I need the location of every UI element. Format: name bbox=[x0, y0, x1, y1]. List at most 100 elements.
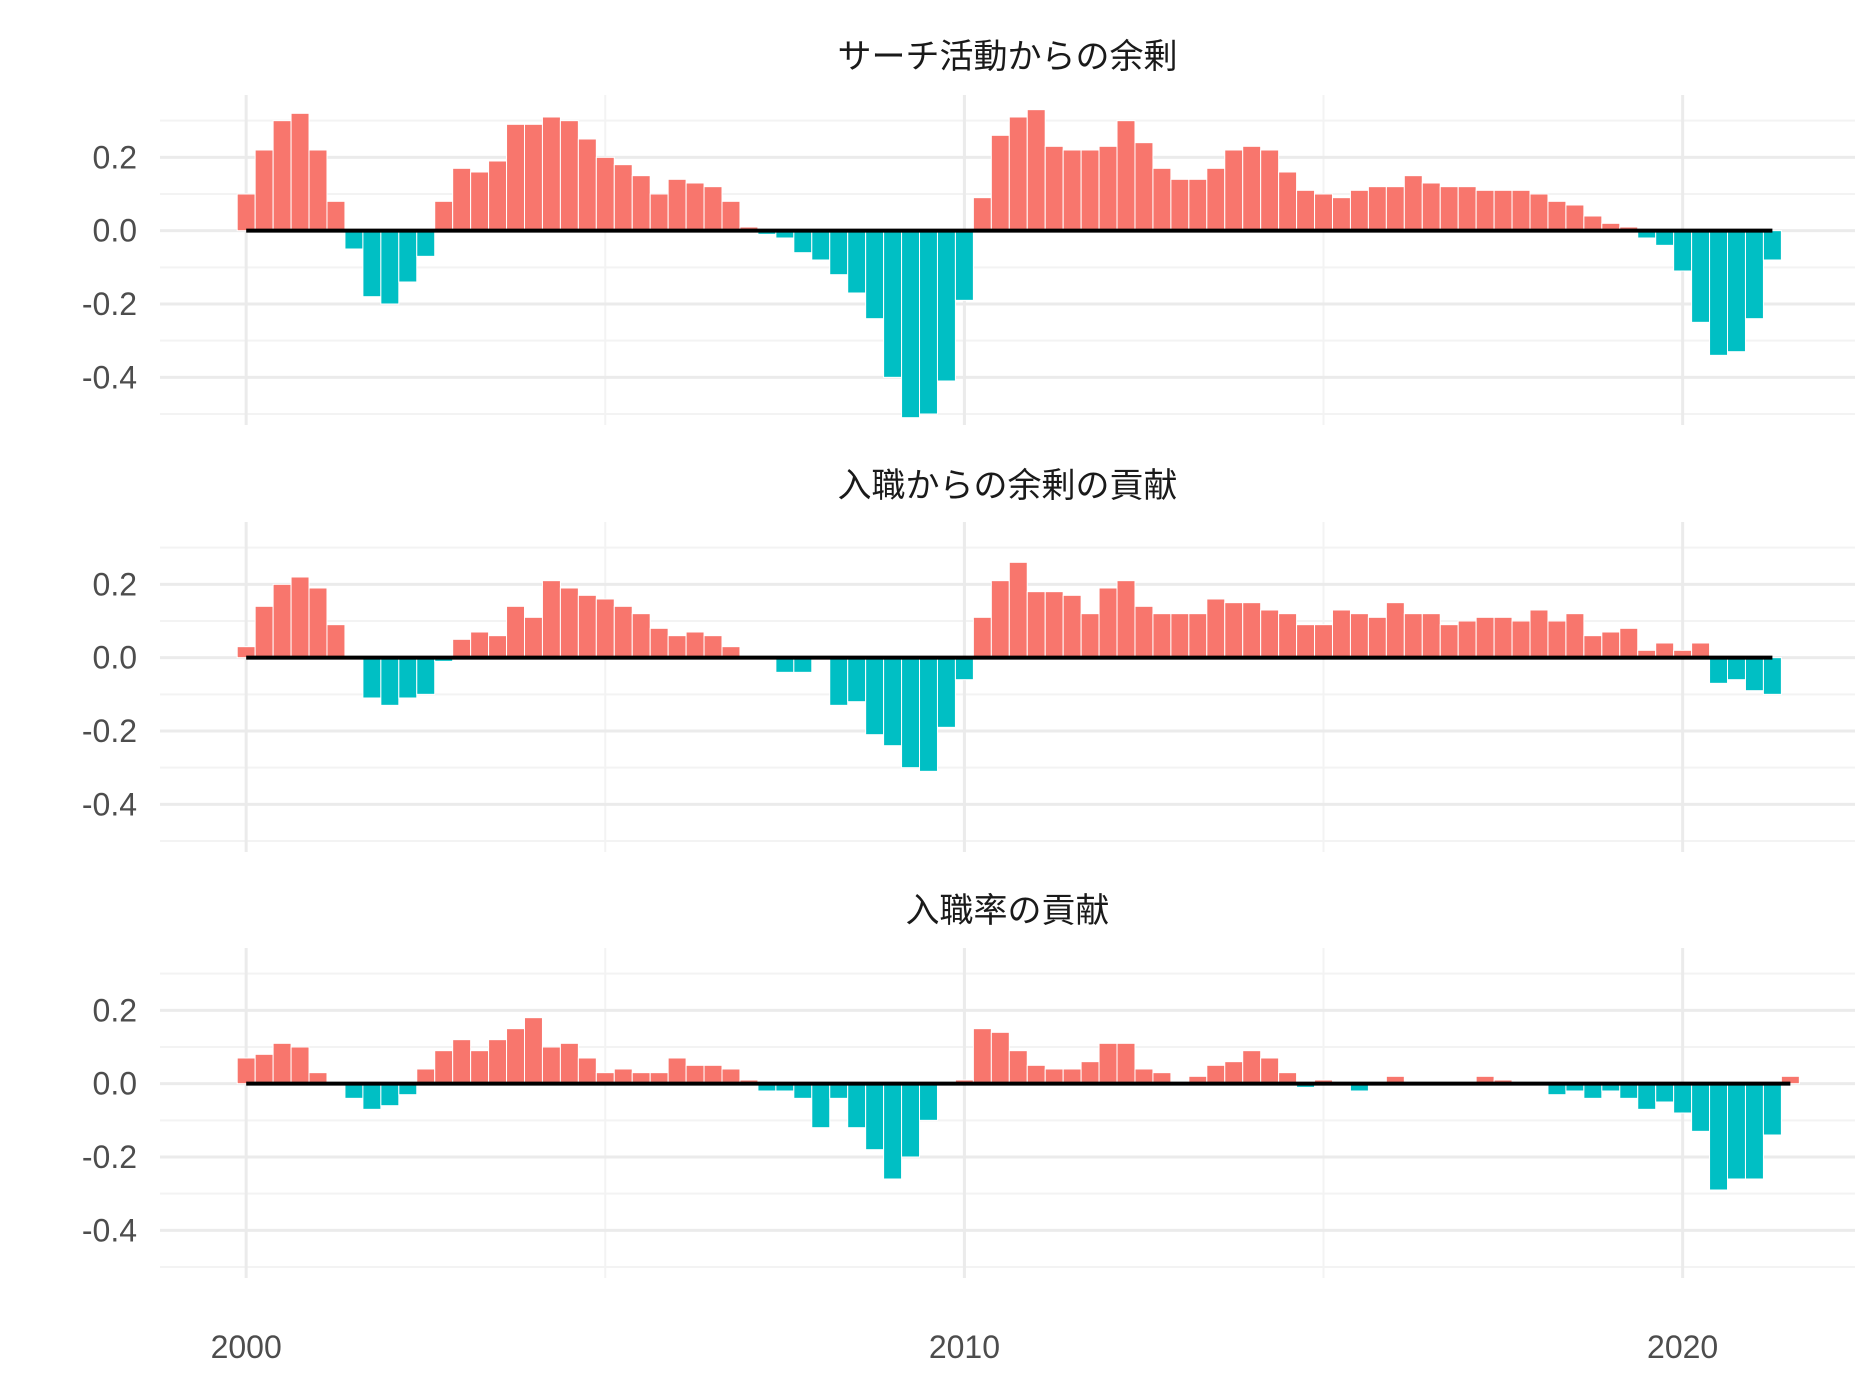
bar bbox=[1044, 145, 1064, 232]
bar bbox=[1080, 149, 1100, 232]
bar bbox=[1727, 1083, 1746, 1180]
bar bbox=[1475, 189, 1495, 232]
bar bbox=[1619, 1083, 1639, 1099]
bar bbox=[1762, 1083, 1782, 1136]
bar bbox=[990, 1031, 1010, 1085]
bar bbox=[1188, 178, 1208, 232]
bar bbox=[1044, 591, 1064, 659]
bar bbox=[1080, 613, 1100, 659]
bar bbox=[649, 627, 669, 659]
bar bbox=[1170, 178, 1190, 232]
bar bbox=[1547, 200, 1567, 232]
y-tick-label: -0.2 bbox=[82, 713, 137, 749]
bar bbox=[308, 587, 328, 659]
bar bbox=[595, 156, 615, 232]
bar bbox=[811, 230, 831, 261]
bar bbox=[1242, 145, 1262, 232]
bar bbox=[1565, 613, 1585, 659]
bar bbox=[1349, 613, 1369, 659]
bar bbox=[1511, 620, 1531, 659]
bar bbox=[990, 580, 1010, 659]
bar bbox=[990, 134, 1010, 232]
bar bbox=[1403, 613, 1423, 659]
bar bbox=[1385, 602, 1405, 659]
bar bbox=[829, 1083, 849, 1099]
bar bbox=[631, 613, 651, 659]
bar bbox=[434, 200, 454, 232]
bar bbox=[380, 657, 400, 706]
bar bbox=[847, 1083, 867, 1129]
bar bbox=[613, 164, 633, 232]
bar bbox=[523, 616, 543, 659]
bar bbox=[847, 657, 867, 703]
bar bbox=[1349, 189, 1369, 232]
bar bbox=[326, 200, 346, 232]
bar bbox=[1762, 230, 1782, 261]
bar bbox=[416, 1068, 436, 1085]
bar bbox=[1421, 613, 1441, 659]
bar bbox=[883, 230, 903, 378]
bar bbox=[1673, 230, 1693, 272]
bar bbox=[452, 1039, 472, 1085]
bar bbox=[1583, 215, 1603, 232]
bar bbox=[1044, 1068, 1064, 1085]
bar bbox=[254, 1053, 274, 1085]
bar bbox=[919, 1083, 938, 1121]
bar bbox=[1673, 1083, 1693, 1114]
bar bbox=[362, 230, 382, 298]
bar bbox=[883, 657, 903, 747]
bar bbox=[236, 193, 256, 232]
bar bbox=[972, 1028, 992, 1085]
bar bbox=[1224, 602, 1244, 659]
bar bbox=[1026, 109, 1046, 232]
panel-title: 入職からの余剰の貢献 bbox=[838, 466, 1178, 506]
bar bbox=[703, 635, 723, 659]
bar bbox=[793, 657, 813, 673]
bar bbox=[1457, 620, 1477, 659]
bar bbox=[595, 598, 615, 659]
bar bbox=[936, 657, 956, 728]
bar bbox=[1637, 1083, 1657, 1110]
bar bbox=[523, 1017, 543, 1085]
bar bbox=[380, 1083, 400, 1107]
bar bbox=[523, 123, 543, 232]
bar bbox=[1314, 624, 1333, 659]
bar bbox=[1529, 609, 1549, 659]
bar bbox=[883, 1083, 903, 1180]
bar bbox=[954, 657, 974, 681]
bar bbox=[434, 1050, 454, 1085]
y-tick-label: -0.4 bbox=[82, 359, 137, 395]
bar bbox=[380, 230, 400, 305]
bar bbox=[1206, 167, 1226, 232]
bar bbox=[1619, 627, 1639, 659]
bar bbox=[272, 120, 292, 232]
bars bbox=[236, 1017, 1800, 1191]
bar bbox=[829, 230, 849, 276]
bar bbox=[541, 580, 561, 659]
bar bbox=[972, 197, 992, 232]
bar bbox=[1242, 602, 1262, 659]
bar bbox=[488, 1039, 508, 1085]
panel-3: 0.2 0.0 -0.2 -0.4 入職率の貢献 2000 2010 2020 bbox=[82, 891, 1855, 1365]
bar bbox=[721, 1068, 741, 1085]
bar bbox=[685, 631, 705, 659]
bar bbox=[1493, 189, 1513, 232]
y-tick-label: 0.2 bbox=[93, 139, 137, 175]
bar bbox=[829, 657, 849, 706]
y-tick-label: -0.4 bbox=[82, 1212, 137, 1248]
panel-title: サーチ活動からの余剰 bbox=[838, 37, 1178, 77]
bar bbox=[936, 230, 956, 382]
bar bbox=[236, 1057, 256, 1085]
bar bbox=[1583, 635, 1603, 659]
bar bbox=[1224, 149, 1244, 232]
bar bbox=[1062, 149, 1082, 232]
panel-1: 0.2 0.0 -0.2 -0.4 サーチ活動からの余剰 bbox=[82, 37, 1855, 425]
bar bbox=[290, 576, 310, 659]
bar bbox=[1062, 1068, 1082, 1085]
y-tick-label: 0.0 bbox=[93, 213, 137, 249]
bar bbox=[1116, 580, 1136, 659]
bar bbox=[577, 1057, 597, 1085]
bar bbox=[1439, 624, 1459, 659]
bar bbox=[1116, 1042, 1136, 1085]
